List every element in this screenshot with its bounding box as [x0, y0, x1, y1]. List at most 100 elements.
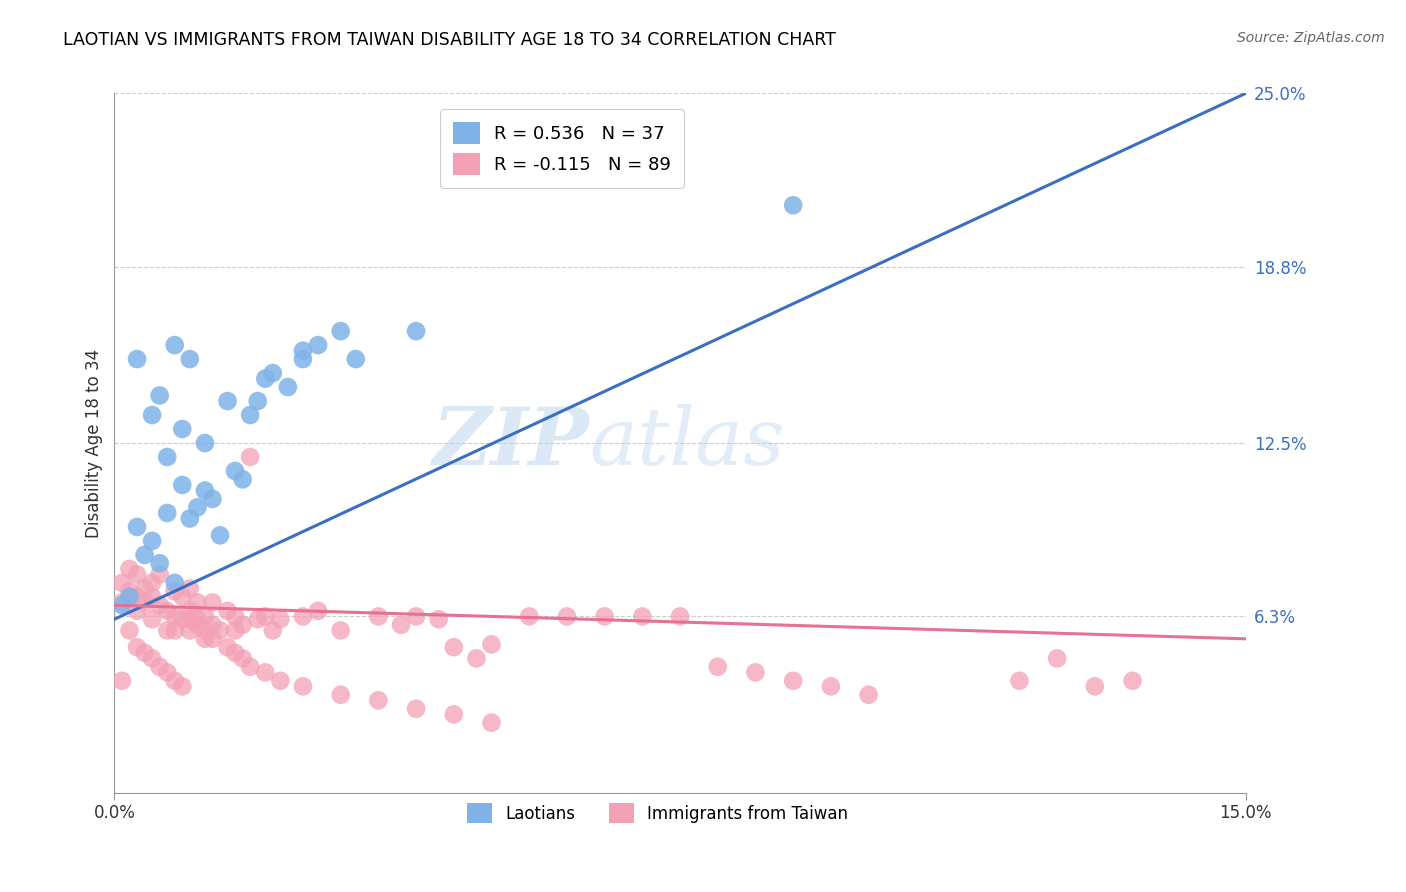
- Point: [149, 556, 172, 570]
- Point: [744, 665, 766, 680]
- Point: [291, 679, 314, 693]
- Point: [1084, 679, 1107, 693]
- Point: [344, 352, 367, 367]
- Point: [389, 617, 412, 632]
- Point: [443, 707, 465, 722]
- Point: [172, 422, 194, 436]
- Point: [172, 612, 194, 626]
- Point: [179, 612, 201, 626]
- Point: [232, 617, 254, 632]
- Point: [517, 609, 540, 624]
- Point: [134, 582, 156, 596]
- Point: [782, 198, 804, 212]
- Point: [163, 584, 186, 599]
- Point: [405, 324, 427, 338]
- Point: [269, 673, 291, 688]
- Point: [329, 624, 352, 638]
- Point: [201, 491, 224, 506]
- Point: [134, 646, 156, 660]
- Point: [141, 590, 163, 604]
- Point: [111, 673, 134, 688]
- Point: [329, 324, 352, 338]
- Text: Source: ZipAtlas.com: Source: ZipAtlas.com: [1237, 31, 1385, 45]
- Point: [367, 609, 389, 624]
- Point: [149, 388, 172, 402]
- Point: [156, 450, 179, 464]
- Point: [329, 688, 352, 702]
- Point: [186, 617, 208, 632]
- Point: [291, 609, 314, 624]
- Point: [163, 609, 186, 624]
- Point: [141, 575, 163, 590]
- Point: [555, 609, 578, 624]
- Point: [125, 604, 148, 618]
- Point: [172, 679, 194, 693]
- Point: [186, 612, 208, 626]
- Point: [246, 612, 269, 626]
- Point: [224, 646, 246, 660]
- Point: [186, 500, 208, 515]
- Point: [481, 715, 503, 730]
- Y-axis label: Disability Age 18 to 34: Disability Age 18 to 34: [86, 349, 103, 538]
- Point: [254, 372, 277, 386]
- Point: [163, 624, 186, 638]
- Point: [194, 609, 217, 624]
- Point: [262, 624, 284, 638]
- Point: [481, 637, 503, 651]
- Point: [141, 533, 163, 548]
- Point: [125, 520, 148, 534]
- Point: [141, 612, 163, 626]
- Point: [141, 408, 163, 422]
- Point: [179, 624, 201, 638]
- Point: [224, 624, 246, 638]
- Point: [291, 343, 314, 358]
- Point: [194, 483, 217, 498]
- Point: [156, 506, 179, 520]
- Point: [194, 436, 217, 450]
- Point: [1008, 673, 1031, 688]
- Point: [217, 394, 239, 409]
- Point: [1122, 673, 1144, 688]
- Point: [163, 575, 186, 590]
- Point: [858, 688, 880, 702]
- Point: [156, 604, 179, 618]
- Point: [427, 612, 450, 626]
- Point: [111, 599, 134, 613]
- Point: [201, 632, 224, 646]
- Point: [179, 352, 201, 367]
- Point: [179, 604, 201, 618]
- Point: [782, 673, 804, 688]
- Point: [194, 624, 217, 638]
- Point: [118, 562, 141, 576]
- Point: [125, 590, 148, 604]
- Point: [593, 609, 616, 624]
- Point: [149, 660, 172, 674]
- Point: [111, 575, 134, 590]
- Point: [1046, 651, 1069, 665]
- Point: [156, 665, 179, 680]
- Point: [201, 595, 224, 609]
- Point: [307, 604, 329, 618]
- Point: [262, 366, 284, 380]
- Point: [239, 660, 262, 674]
- Point: [291, 352, 314, 367]
- Point: [186, 595, 208, 609]
- Point: [172, 590, 194, 604]
- Text: atlas: atlas: [589, 404, 785, 482]
- Point: [163, 673, 186, 688]
- Point: [307, 338, 329, 352]
- Point: [232, 472, 254, 486]
- Point: [118, 590, 141, 604]
- Point: [224, 609, 246, 624]
- Point: [246, 394, 269, 409]
- Point: [125, 352, 148, 367]
- Text: ZIP: ZIP: [433, 404, 589, 482]
- Point: [179, 582, 201, 596]
- Point: [443, 640, 465, 655]
- Point: [277, 380, 299, 394]
- Point: [706, 660, 728, 674]
- Point: [125, 567, 148, 582]
- Point: [134, 595, 156, 609]
- Point: [118, 584, 141, 599]
- Point: [254, 609, 277, 624]
